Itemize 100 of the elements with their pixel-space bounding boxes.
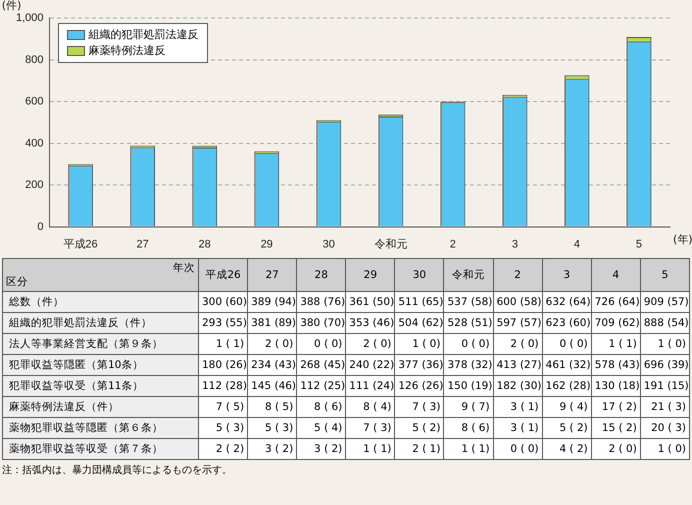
text: 111 (24)	[349, 380, 394, 392]
text: 381 (89)	[251, 317, 296, 329]
x-tick-label: 27	[248, 258, 297, 292]
text: 注：括弧内は、暴力団構成員等によるものを示す。	[2, 464, 233, 477]
text: 511 (65)	[398, 296, 444, 308]
text: 8 ( 6)	[314, 401, 342, 413]
text: 388 (76)	[300, 296, 346, 308]
text: 378 (32)	[447, 359, 492, 371]
y-tick-label: 600	[25, 96, 44, 108]
x-tick-label: 4	[591, 258, 640, 292]
text: 1 ( 1)	[216, 338, 244, 350]
text: 1 ( 0)	[658, 443, 686, 455]
y-axis-title: (件)	[2, 0, 22, 12]
text: 632 (64)	[546, 296, 591, 308]
text: 380 (70)	[300, 317, 346, 329]
legend-label: 麻薬特例法違反	[88, 43, 167, 59]
x-tick-label: 28	[296, 258, 346, 292]
text: 182 (30)	[496, 380, 542, 392]
text: 268 (45)	[300, 359, 346, 371]
text: 145 (46)	[251, 380, 296, 392]
text: 2 ( 0)	[363, 338, 392, 350]
text: 240 (22)	[349, 359, 394, 371]
text: 696 (39)	[644, 359, 689, 371]
x-tick-label: 28	[198, 238, 211, 250]
text: 909 (57)	[644, 296, 689, 308]
x-tick-label: 29	[260, 238, 273, 250]
x-tick-label: 2	[450, 238, 456, 250]
x-axis-title: (年)	[673, 232, 692, 246]
text: 126 (26)	[398, 380, 444, 392]
x-tick-label: 2	[493, 258, 542, 292]
text: 461 (32)	[546, 359, 591, 371]
text: 17 ( 2)	[602, 401, 637, 413]
text: 1 ( 0)	[658, 338, 686, 350]
text: 2 ( 0)	[510, 338, 539, 350]
text: 361 (50)	[349, 296, 394, 308]
text: 5 ( 2)	[560, 422, 588, 434]
y-tick-label: 麻薬特例法違反（件）	[2, 396, 198, 418]
text: 3 ( 2)	[264, 443, 294, 455]
text: 8 ( 5)	[264, 401, 294, 413]
text: 1 ( 1)	[363, 443, 392, 455]
text: 4 ( 2)	[560, 443, 588, 455]
x-tick-label: 29	[346, 258, 395, 292]
text: 15 ( 2)	[602, 422, 637, 434]
text: 300 (60)	[202, 296, 247, 308]
x-tick-label: 30	[394, 258, 444, 292]
text: 293 (55)	[202, 317, 247, 329]
text: 597 (57)	[496, 317, 542, 329]
x-tick-label: 令和元	[444, 258, 494, 292]
text: 112 (28)	[202, 380, 247, 392]
y-tick-label: 法人等事業経営支配（第９条）	[2, 334, 198, 354]
y-tick-label: 犯罪収益等収受（第11条）	[2, 376, 198, 396]
text: 353 (46)	[349, 317, 394, 329]
text: 600 (58)	[496, 296, 542, 308]
text: 0 ( 0)	[510, 443, 539, 455]
y-tick-label: 200	[25, 179, 44, 192]
x-tick-label: 令和元	[374, 237, 408, 250]
text: 150 (19)	[447, 380, 492, 392]
y-tick-label: 薬物犯罪収益等隠匿（第６条）	[2, 418, 198, 438]
text: 5 ( 3)	[264, 422, 294, 434]
text: 2 ( 2)	[216, 443, 244, 455]
text: 162 (28)	[546, 380, 591, 392]
text: 504 (62)	[398, 317, 444, 329]
text: 1 ( 1)	[608, 338, 637, 350]
text: 389 (94)	[251, 296, 296, 308]
text: 726 (64)	[594, 296, 640, 308]
text: 8 ( 6)	[461, 422, 490, 434]
x-tick-label: 3	[542, 258, 592, 292]
text: 1 ( 0)	[412, 338, 440, 350]
text: 623 (60)	[546, 317, 591, 329]
text: 5 ( 3)	[216, 422, 244, 434]
text: 1 ( 1)	[461, 443, 490, 455]
text: 180 (26)	[202, 359, 247, 371]
y-tick-label: 総数（件）	[2, 292, 198, 312]
x-tick-label: 5	[640, 258, 690, 292]
text: 20 ( 3)	[651, 422, 686, 434]
text: 7 ( 3)	[412, 401, 440, 413]
text: 9 ( 4)	[560, 401, 588, 413]
text: 5 ( 4)	[314, 422, 342, 434]
text: 0 ( 0)	[560, 338, 588, 350]
text: 377 (36)	[398, 359, 444, 371]
text: 9 ( 7)	[461, 401, 490, 413]
y-tick-label: 組織的犯罪処罰法違反（件）	[2, 312, 198, 334]
y-tick-label: 400	[25, 137, 44, 150]
y-axis-title: 区分	[6, 275, 29, 289]
text: 3 ( 1)	[510, 422, 539, 434]
text: 8 ( 4)	[363, 401, 392, 413]
text: 2 ( 0)	[264, 338, 294, 350]
y-tick-label: 犯罪収益等隠匿（第10条）	[2, 354, 198, 376]
text: 112 (25)	[300, 380, 346, 392]
text: 0 ( 0)	[314, 338, 342, 350]
x-tick-label: 平成26	[198, 258, 248, 292]
text: 234 (43)	[251, 359, 296, 371]
y-tick-label: 薬物犯罪収益等収受（第７条）	[2, 438, 198, 460]
text: 709 (62)	[594, 317, 640, 329]
x-tick-label: 27	[136, 238, 149, 250]
text: 191 (15)	[644, 380, 689, 392]
text: 7 ( 3)	[363, 422, 392, 434]
text: 2 ( 1)	[412, 443, 440, 455]
y-tick-label: 800	[25, 54, 44, 66]
legend-label: 組織的犯罪処罰法違反	[88, 27, 199, 43]
